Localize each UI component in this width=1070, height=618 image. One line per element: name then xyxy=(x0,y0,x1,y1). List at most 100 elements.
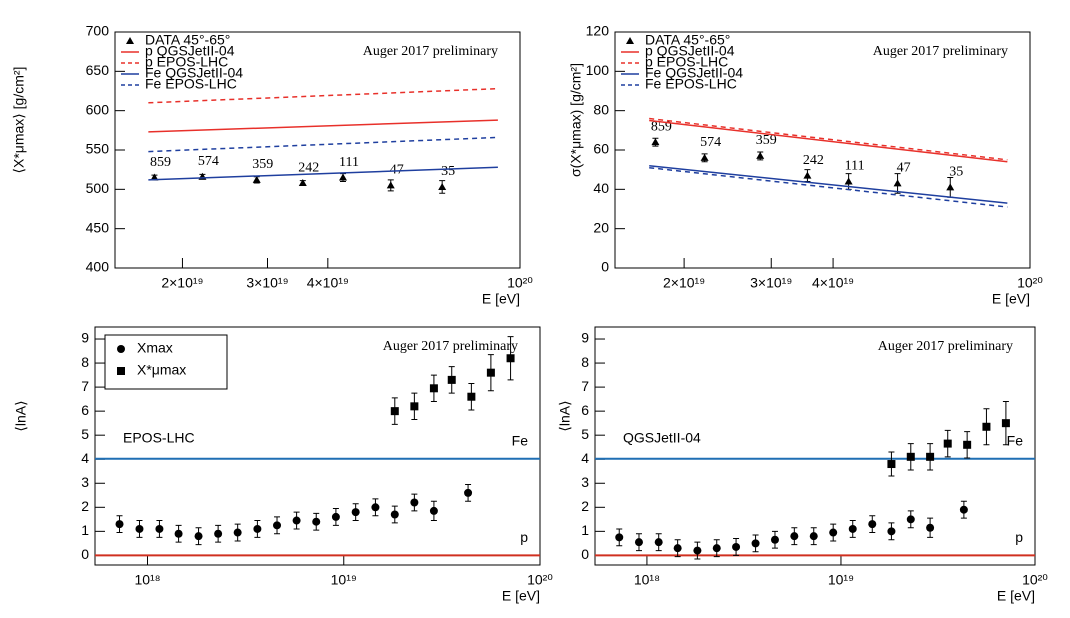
y-tick-label: 9 xyxy=(581,330,589,346)
marker xyxy=(893,179,902,187)
marker xyxy=(844,177,853,185)
model-line xyxy=(148,136,498,153)
y-tick-label: 0 xyxy=(81,546,89,562)
event-count: 359 xyxy=(252,157,273,172)
x-axis-label: E [eV] xyxy=(502,588,540,604)
y-tick-label: 80 xyxy=(593,101,609,117)
y-tick-label: 7 xyxy=(81,378,89,394)
event-count: 574 xyxy=(700,135,721,150)
panel: 0 1 2 3 4 5 6 7 8 9 10¹⁸ 10¹⁹ 10²⁰ ⟨lnA⟩ E [eV] Auger 2… xyxy=(13,326,553,604)
annotation: Auger 2017 preliminary xyxy=(383,339,518,354)
reference-label: Fe xyxy=(1007,432,1024,448)
x-tick-label: 10²⁰ xyxy=(1022,572,1048,588)
marker xyxy=(194,532,203,541)
x-tick-label: 3×10¹⁹ xyxy=(246,275,288,291)
legend-label: Fe QGSJetII-04 xyxy=(145,65,243,81)
marker xyxy=(312,517,321,526)
model-line xyxy=(649,164,1008,204)
legend-label: Xmax xyxy=(137,340,173,356)
marker xyxy=(410,402,419,411)
marker xyxy=(693,546,702,555)
marker xyxy=(926,523,935,532)
legend-swatch xyxy=(626,37,634,44)
marker xyxy=(351,508,360,517)
marker xyxy=(712,544,721,553)
marker xyxy=(386,181,395,189)
marker xyxy=(150,173,159,181)
marker xyxy=(233,528,242,537)
y-axis-label: ⟨lnA⟩ xyxy=(13,400,29,431)
panel: 400 450 500 550 600 650 700 2×10¹⁹ 3×10¹⁹ 4×10¹⁹ 1… xyxy=(11,23,534,307)
marker xyxy=(464,488,473,497)
model-label: QGSJetII-04 xyxy=(623,430,701,446)
x-tick-label: 2×10¹⁹ xyxy=(663,275,705,291)
legend-label: p EPOS-LHC xyxy=(645,54,728,70)
y-tick-label: 7 xyxy=(581,378,589,394)
marker xyxy=(829,528,838,537)
y-tick-label: 550 xyxy=(86,141,110,157)
annotation: Auger 2017 preliminary xyxy=(873,44,1008,59)
legend-swatch xyxy=(117,367,125,375)
y-tick-label: 1 xyxy=(81,522,89,538)
marker xyxy=(438,182,447,190)
y-tick-label: 2 xyxy=(81,498,89,514)
marker xyxy=(410,498,419,507)
y-tick-label: 3 xyxy=(81,474,89,490)
y-tick-label: 6 xyxy=(581,402,589,418)
event-count: 111 xyxy=(339,155,359,170)
y-tick-label: 60 xyxy=(593,141,609,157)
marker xyxy=(486,368,495,377)
marker xyxy=(252,175,261,183)
y-tick-label: 8 xyxy=(581,354,589,370)
x-axis-label: E [eV] xyxy=(997,588,1035,604)
event-count: 35 xyxy=(949,165,963,180)
marker xyxy=(634,538,643,547)
legend-label: X*μmax xyxy=(137,362,186,378)
marker xyxy=(651,138,660,146)
x-tick-label: 4×10¹⁹ xyxy=(812,275,854,291)
marker xyxy=(429,506,438,515)
marker xyxy=(943,439,952,448)
legend-label: Fe QGSJetII-04 xyxy=(645,65,743,81)
x-tick-label: 2×10¹⁹ xyxy=(161,275,203,291)
legend-label: DATA 45°-65° xyxy=(645,32,730,48)
marker xyxy=(390,510,399,519)
y-tick-label: 400 xyxy=(86,259,110,275)
marker xyxy=(848,524,857,533)
marker xyxy=(615,533,624,542)
marker xyxy=(447,375,456,384)
event-count: 859 xyxy=(150,155,171,170)
y-axis-label: σ(X*μmax) [g/cm²] xyxy=(568,63,584,177)
x-tick-label: 10¹⁹ xyxy=(331,572,357,588)
x-tick-label: 10¹⁸ xyxy=(634,572,660,588)
y-tick-label: 4 xyxy=(581,450,589,466)
x-tick-label: 3×10¹⁹ xyxy=(750,275,792,291)
marker xyxy=(906,452,915,461)
y-tick-label: 9 xyxy=(81,330,89,346)
marker xyxy=(732,542,741,551)
marker xyxy=(868,520,877,529)
x-axis-label: E [eV] xyxy=(482,291,520,307)
legend-label: p EPOS-LHC xyxy=(145,54,228,70)
x-tick-label: 10¹⁸ xyxy=(134,572,160,588)
marker xyxy=(887,460,896,469)
marker xyxy=(790,532,799,541)
event-count: 242 xyxy=(298,160,319,175)
event-count: 111 xyxy=(845,159,865,174)
model-line xyxy=(649,166,1008,208)
y-tick-label: 0 xyxy=(601,259,609,275)
legend-swatch xyxy=(117,345,125,353)
y-tick-label: 20 xyxy=(593,219,609,235)
marker xyxy=(371,503,380,512)
y-tick-label: 2 xyxy=(581,498,589,514)
marker xyxy=(963,440,972,449)
y-tick-label: 450 xyxy=(86,219,110,235)
x-tick-label: 10²⁰ xyxy=(507,275,533,291)
marker xyxy=(770,535,779,544)
marker xyxy=(809,532,818,541)
marker xyxy=(273,521,282,530)
event-count: 359 xyxy=(756,133,777,148)
marker xyxy=(298,179,307,187)
marker xyxy=(803,171,812,179)
